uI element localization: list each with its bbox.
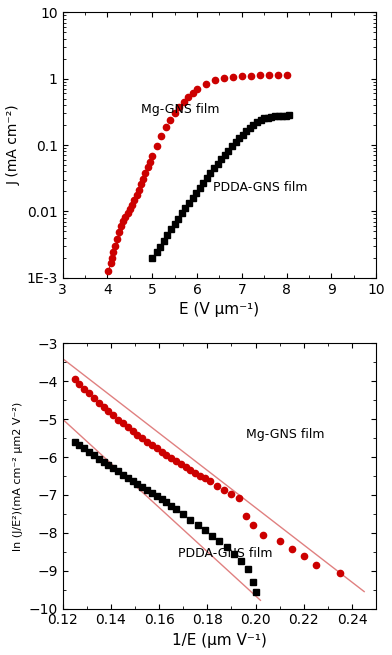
Mg-GNS film <box>186 94 191 102</box>
Mg-GNS film <box>132 196 137 204</box>
Mg-GNS film <box>240 72 244 80</box>
PDDA-GNS film <box>169 225 173 233</box>
PDDA-GNS film <box>287 111 292 119</box>
Mg-GNS film <box>284 71 289 79</box>
PDDA-GNS film <box>237 134 241 142</box>
Mg-GNS film <box>109 253 114 261</box>
PDDA-GNS film <box>219 155 223 163</box>
PDDA-GNS film <box>269 113 274 121</box>
PDDA-GNS film <box>265 113 270 121</box>
Mg-GNS film <box>181 98 186 106</box>
Mg-GNS film <box>168 116 172 124</box>
PDDA-GNS film <box>212 164 216 172</box>
Mg-GNS film <box>111 248 116 256</box>
PDDA-GNS film <box>180 209 184 217</box>
PDDA-GNS film <box>183 204 188 212</box>
PDDA-GNS film <box>158 242 163 250</box>
Mg-GNS film <box>116 229 121 236</box>
Mg-GNS film <box>159 132 163 140</box>
PDDA-GNS film <box>280 112 285 120</box>
Mg-GNS film <box>190 89 195 97</box>
Mg-GNS film <box>203 80 208 88</box>
Line: Mg-GNS film: Mg-GNS film <box>105 71 290 274</box>
Mg-GNS film <box>127 206 132 214</box>
Mg-GNS film <box>266 71 271 79</box>
Mg-GNS film <box>125 210 130 217</box>
PDDA-GNS film <box>162 237 166 245</box>
PDDA-GNS film <box>276 112 281 120</box>
Mg-GNS film <box>139 181 143 189</box>
PDDA-GNS film <box>205 174 209 182</box>
PDDA-GNS film <box>258 116 263 124</box>
Mg-GNS film <box>154 141 159 149</box>
PDDA-GNS film <box>187 198 191 206</box>
Text: Mg-GNS film: Mg-GNS film <box>246 428 325 441</box>
PDDA-GNS film <box>244 127 249 135</box>
Mg-GNS film <box>121 217 125 225</box>
Text: Mg-GNS film: Mg-GNS film <box>141 103 220 117</box>
Y-axis label: ln (J/E²)(mA cm⁻² μm2 V⁻²): ln (J/E²)(mA cm⁻² μm2 V⁻²) <box>13 402 23 551</box>
PDDA-GNS film <box>226 147 231 155</box>
Mg-GNS film <box>118 221 123 229</box>
Mg-GNS film <box>177 103 181 111</box>
PDDA-GNS film <box>150 253 154 261</box>
Mg-GNS film <box>145 164 150 172</box>
PDDA-GNS film <box>255 119 260 126</box>
Mg-GNS film <box>258 71 262 79</box>
PDDA-GNS film <box>208 169 213 177</box>
PDDA-GNS film <box>215 160 220 168</box>
Mg-GNS film <box>141 175 145 183</box>
Mg-GNS film <box>134 191 139 199</box>
Mg-GNS film <box>136 186 141 194</box>
PDDA-GNS film <box>272 112 277 120</box>
PDDA-GNS film <box>176 215 181 223</box>
PDDA-GNS film <box>230 142 234 150</box>
PDDA-GNS film <box>190 194 195 202</box>
Mg-GNS film <box>150 152 154 160</box>
PDDA-GNS film <box>222 151 227 159</box>
PDDA-GNS film <box>194 189 198 196</box>
PDDA-GNS film <box>233 138 238 146</box>
Mg-GNS film <box>230 73 235 81</box>
PDDA-GNS film <box>197 183 202 191</box>
PDDA-GNS film <box>201 179 206 187</box>
X-axis label: E (V μm⁻¹): E (V μm⁻¹) <box>180 302 260 317</box>
Mg-GNS film <box>143 169 148 177</box>
Mg-GNS film <box>113 242 117 250</box>
PDDA-GNS film <box>172 220 177 228</box>
PDDA-GNS film <box>240 130 245 138</box>
Mg-GNS film <box>106 267 111 275</box>
Mg-GNS film <box>212 76 217 84</box>
PDDA-GNS film <box>251 121 256 129</box>
Text: PDDA-GNS film: PDDA-GNS film <box>178 548 273 561</box>
Mg-GNS film <box>195 85 200 93</box>
Mg-GNS film <box>275 71 280 79</box>
Mg-GNS film <box>172 109 177 117</box>
Y-axis label: J (mA cm⁻²): J (mA cm⁻²) <box>7 105 21 185</box>
X-axis label: 1/E (μm V⁻¹): 1/E (μm V⁻¹) <box>172 633 267 648</box>
PDDA-GNS film <box>247 124 252 132</box>
Line: PDDA-GNS film: PDDA-GNS film <box>149 112 292 261</box>
Mg-GNS film <box>249 72 253 80</box>
PDDA-GNS film <box>283 111 288 119</box>
Mg-GNS film <box>163 123 168 131</box>
Mg-GNS film <box>148 158 152 166</box>
Mg-GNS film <box>123 213 128 221</box>
Mg-GNS film <box>114 235 119 243</box>
Mg-GNS film <box>130 201 134 209</box>
Mg-GNS film <box>108 259 113 267</box>
PDDA-GNS film <box>262 115 267 122</box>
PDDA-GNS film <box>165 231 170 239</box>
Text: PDDA-GNS film: PDDA-GNS film <box>213 181 307 195</box>
PDDA-GNS film <box>154 248 159 256</box>
Mg-GNS film <box>221 75 226 83</box>
